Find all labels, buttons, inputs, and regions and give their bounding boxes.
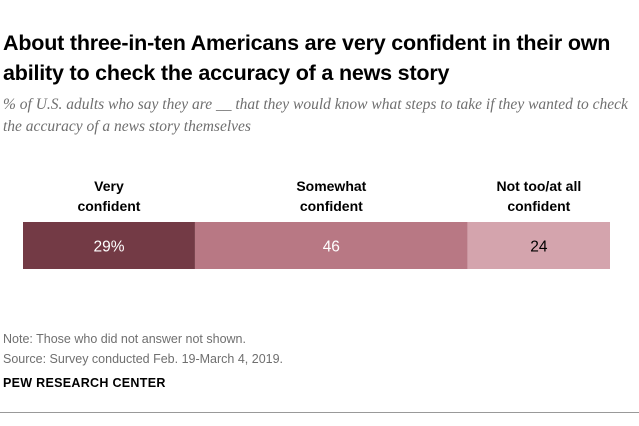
category-label-1-line-0: Somewhat xyxy=(296,178,366,194)
bar-segment-0 xyxy=(23,222,195,269)
stacked-bar-chart: 29% Very confident 46 Somewhat confident 24 Not… xyxy=(23,178,610,269)
bottom-rule xyxy=(0,412,639,413)
bar-segment-1 xyxy=(194,222,468,269)
bar-segment-2 xyxy=(467,222,610,269)
category-label-0-line-1: confident xyxy=(77,198,140,214)
chart-subtitle: % of U.S. adults who say they are __ tha… xyxy=(3,96,628,135)
value-label-1: 46 xyxy=(323,239,340,256)
pew-brand: PEW RESEARCH CENTER xyxy=(3,376,166,390)
note-text: Note: Those who did not answer not shown… xyxy=(3,332,246,346)
category-label-2-line-0: Not too/at all xyxy=(496,178,581,194)
chart-title: About three-in-ten Americans are very co… xyxy=(3,31,611,85)
category-label-0-line-0: Very xyxy=(94,178,124,194)
value-label-2: 24 xyxy=(530,239,548,256)
chart-notes: Note: Those who did not answer not shown… xyxy=(3,329,283,369)
value-label-0: 29% xyxy=(93,239,124,256)
source-text: Source: Survey conducted Feb. 19-March 4… xyxy=(3,352,284,366)
category-label-2-line-1: confident xyxy=(507,198,570,214)
category-label-1-line-1: confident xyxy=(300,198,363,214)
